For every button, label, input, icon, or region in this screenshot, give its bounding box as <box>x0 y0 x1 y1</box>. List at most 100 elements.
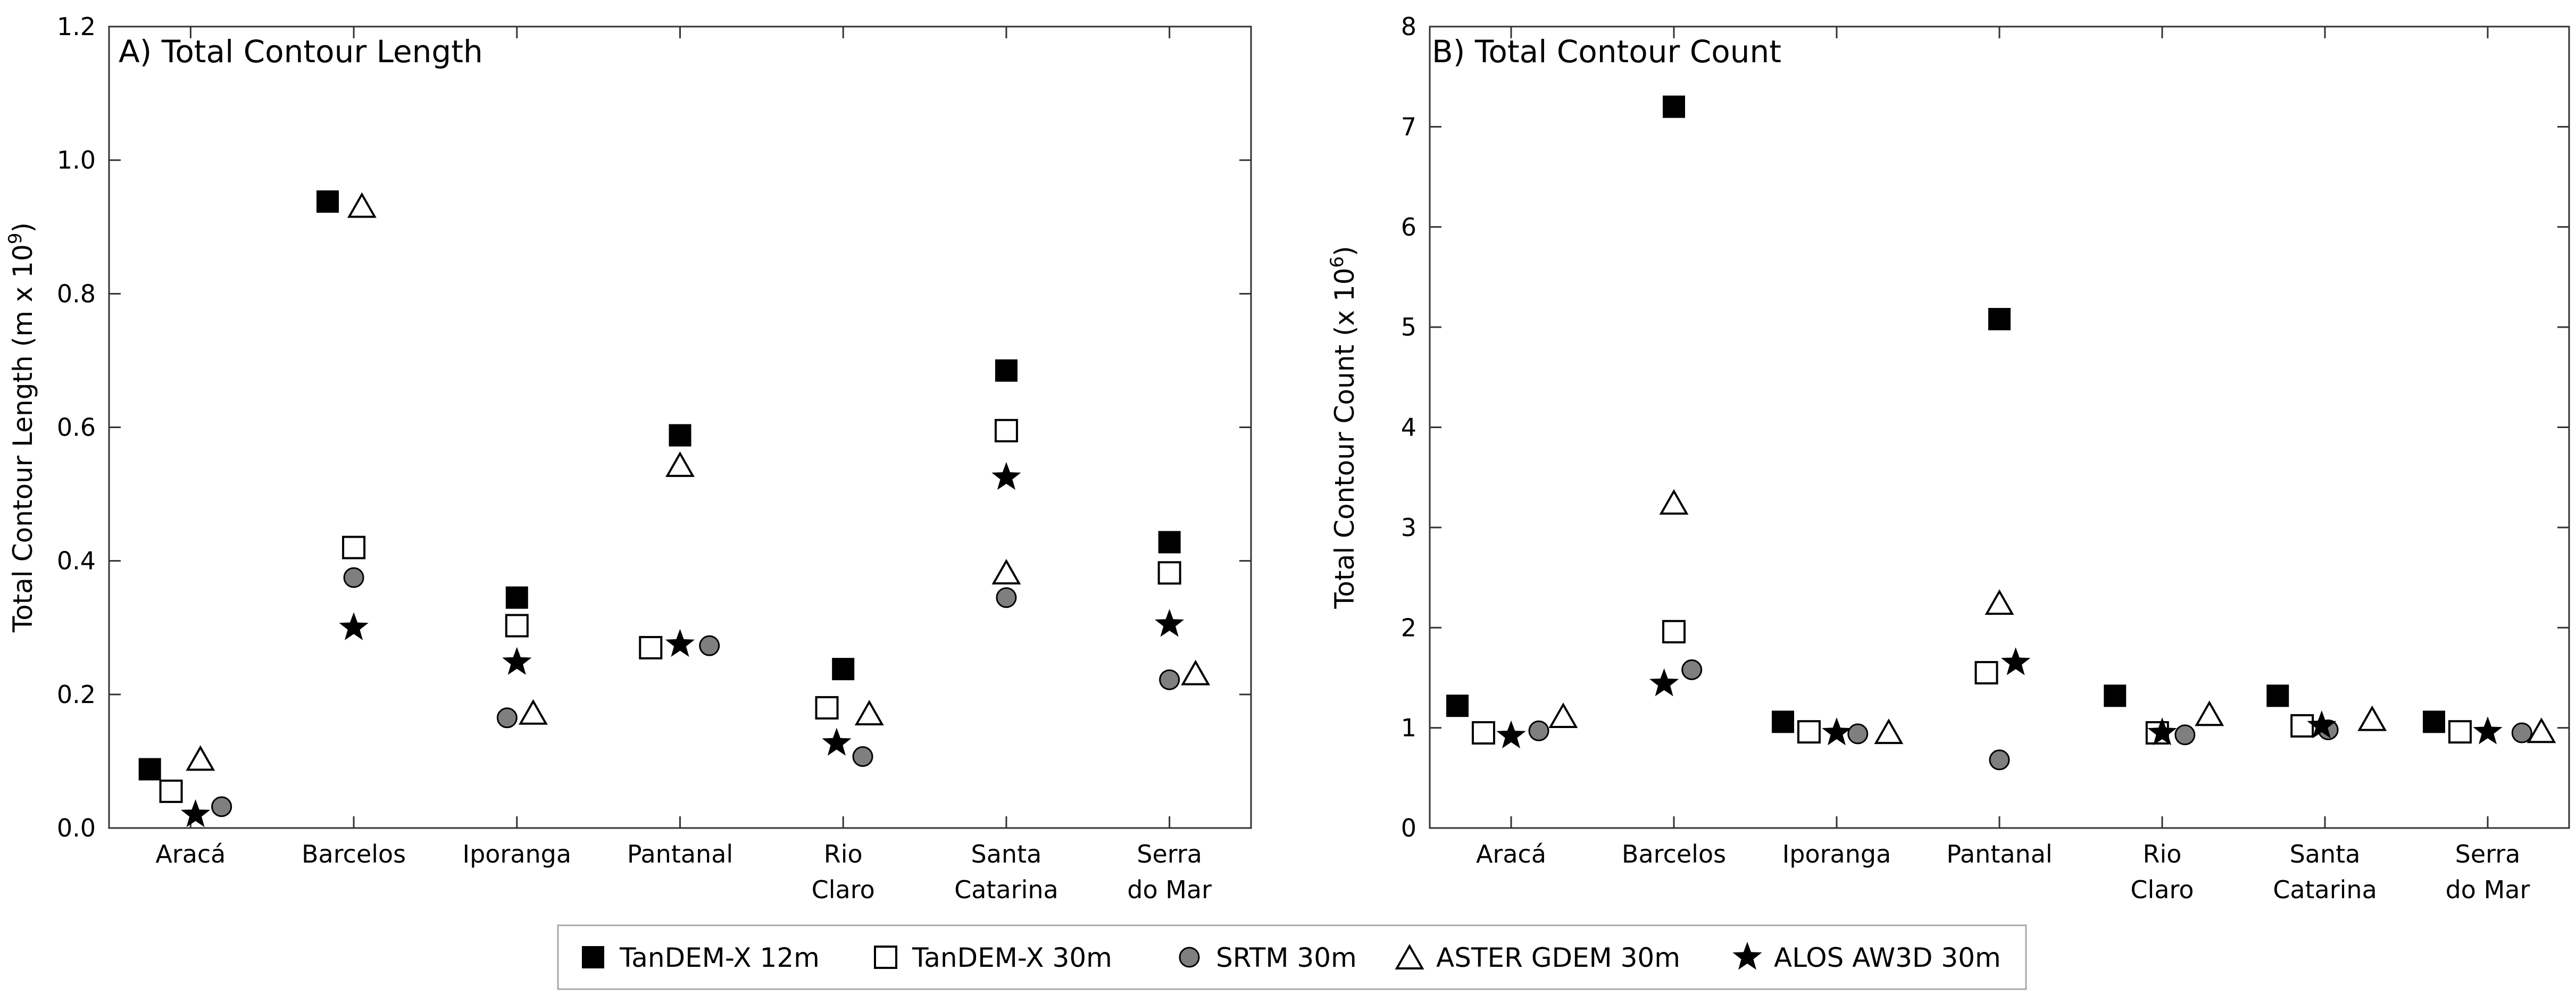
legend-marker-aster <box>1395 943 1424 969</box>
data-point-tdx12 <box>1446 695 1469 717</box>
legend-frame <box>557 924 2027 990</box>
data-point-tdx30 <box>2290 714 2314 738</box>
x-tick-label: Rio <box>2143 840 2182 868</box>
data-point-tdx30 <box>2448 720 2472 744</box>
y-tick-label: 0.6 <box>57 413 96 442</box>
x-tick-label: Iporanga <box>463 840 572 868</box>
legend: TanDEM-X 12m TanDEM-X 30m SRTM 30m ASTER GD… <box>557 924 2027 990</box>
y-tick-label: 4 <box>1401 413 1416 442</box>
data-point-alos <box>1649 668 1679 697</box>
x-tick-label: Catarina <box>954 875 1058 904</box>
data-point-alos <box>2147 717 2177 746</box>
data-point-aster <box>2357 705 2387 731</box>
data-point-tdx12 <box>2423 710 2446 733</box>
data-point-tdx30 <box>1974 661 1998 685</box>
data-point-tdx12 <box>669 424 691 447</box>
data-point-alos <box>665 629 695 657</box>
data-point-tdx30 <box>159 779 183 803</box>
y-axis-label: Total Contour Length (m x 109) <box>5 222 38 633</box>
data-point-srtm <box>211 796 232 817</box>
data-point-tdx30 <box>342 536 366 559</box>
y-tick-label: 2 <box>1401 613 1416 642</box>
data-point-srtm <box>996 587 1017 608</box>
chart-title: A) Total Contour Length <box>119 34 483 70</box>
data-point-aster <box>347 192 377 218</box>
data-point-alos <box>2473 716 2503 745</box>
y-tick-label: 0.2 <box>57 680 96 709</box>
x-tick-label: Santa <box>971 840 1042 868</box>
x-tick-label: Barcelos <box>1622 840 1726 868</box>
data-point-tdx12 <box>995 359 1018 382</box>
data-point-alos <box>2001 647 2031 675</box>
data-point-srtm <box>2174 724 2196 746</box>
y-tick-label: 1.2 <box>57 12 96 41</box>
plot-frame <box>1429 26 2570 829</box>
data-point-tdx30 <box>1157 561 1181 585</box>
legend-marker-srtm <box>1179 947 1200 968</box>
x-tick-label: Pantanal <box>627 840 733 868</box>
data-point-tdx12 <box>1988 308 2011 331</box>
x-tick-label: Claro <box>2130 875 2194 904</box>
data-point-alos <box>181 799 211 827</box>
y-tick-label: 1 <box>1401 714 1416 742</box>
y-tick-label: 0.4 <box>57 547 96 575</box>
x-tick-label: Pantanal <box>1946 840 2052 868</box>
data-point-srtm <box>1989 749 2010 771</box>
data-point-tdx12 <box>1772 710 1795 733</box>
data-point-tdx12 <box>2266 684 2289 707</box>
x-tick-label: Serra <box>1137 840 1202 868</box>
data-point-tdx12 <box>505 586 528 609</box>
x-tick-label: Iporanga <box>1782 840 1891 868</box>
data-point-tdx12 <box>832 658 855 681</box>
panel-a: 0.0 0.2 0.4 0.6 0.8 1.0 1.2 Aracá Barcelos Iporan… <box>5 12 1252 904</box>
data-point-aster <box>2527 717 2556 743</box>
data-point-alos <box>502 647 532 675</box>
data-point-srtm <box>699 635 720 656</box>
data-point-alos <box>822 728 852 756</box>
legend-label: TanDEM-X 30m <box>912 942 1112 973</box>
legend-marker-tdx12 <box>582 946 604 968</box>
legend-label: ALOS AW3D 30m <box>1774 942 2001 973</box>
data-point-aster <box>991 558 1021 585</box>
y-tick-label: 1.0 <box>57 146 96 174</box>
legend-marker-alos <box>1732 942 1762 970</box>
x-tick-label: Serra <box>2455 840 2521 868</box>
y-tick-label: 0.8 <box>57 279 96 308</box>
data-point-tdx30 <box>994 419 1018 442</box>
data-point-aster <box>1659 489 1689 515</box>
data-point-srtm <box>1847 723 1869 745</box>
data-point-tdx30 <box>815 696 839 720</box>
data-point-tdx12 <box>1663 95 1685 118</box>
x-tick-label: do Mar <box>2446 875 2530 904</box>
panel-b: 0 1 2 3 4 5 6 7 8 Aracá Barcelos Iporanga Pantanal Ri… <box>1327 12 2570 904</box>
data-point-alos <box>1496 720 1526 749</box>
x-tick-label: Claro <box>812 875 875 904</box>
legend-label: TanDEM-X 12m <box>619 942 820 973</box>
data-point-tdx30 <box>639 636 663 659</box>
data-point-srtm <box>343 567 364 588</box>
x-tick-label: Rio <box>824 840 863 868</box>
y-tick-label: 7 <box>1401 112 1416 141</box>
x-tick-label: Catarina <box>2273 875 2377 904</box>
legend-marker-tdx30 <box>874 946 897 969</box>
x-tick-label: Aracá <box>155 840 226 868</box>
data-point-tdx30 <box>1471 721 1495 745</box>
data-point-aster <box>186 745 215 771</box>
data-point-aster <box>854 699 884 725</box>
data-point-aster <box>1548 702 1578 729</box>
y-tick-label: 0.0 <box>57 814 96 842</box>
y-tick-label: 8 <box>1401 12 1416 41</box>
data-point-aster <box>1181 659 1211 685</box>
y-tick-label: 0 <box>1401 814 1416 842</box>
data-point-aster <box>519 699 548 725</box>
data-point-aster <box>1985 589 2014 615</box>
y-axis-label: Total Contour Count (x 106) <box>1327 246 1360 609</box>
data-point-alos <box>2307 710 2337 739</box>
data-point-tdx12 <box>138 758 161 781</box>
data-point-aster <box>2195 700 2224 726</box>
data-point-srtm <box>2511 722 2532 743</box>
x-tick-label: Barcelos <box>302 840 406 868</box>
data-point-tdx12 <box>2104 684 2127 707</box>
legend-label: SRTM 30m <box>1216 942 1357 973</box>
